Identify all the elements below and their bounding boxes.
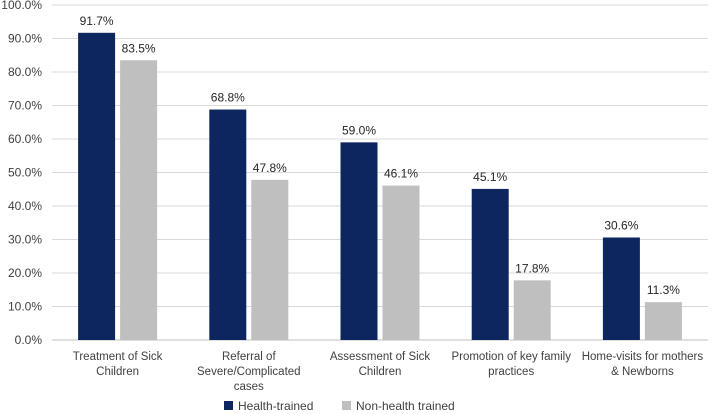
data-label-non-health-trained-4: 17.8% (515, 261, 549, 275)
bar-health-trained-4 (471, 188, 509, 340)
bar-health-trained-5 (602, 237, 640, 340)
y-tick-label: 0.0% (15, 333, 43, 347)
x-category-label: Treatment of Sick Children (73, 351, 163, 378)
y-tick-label: 70.0% (8, 99, 42, 113)
data-label-health-trained-5: 30.6% (604, 218, 638, 232)
y-tick-label: 60.0% (8, 132, 42, 146)
gridlines (52, 4, 708, 341)
y-axis-ticks: 0.0% 10.0% 20.0% 30.0% 40.0% 50.0% 60.0% 70.0% 8… (1, 0, 42, 347)
y-tick-label: 80.0% (8, 65, 42, 79)
x-category-label: Referral of Severe/Complicated cases (197, 351, 301, 393)
data-label-health-trained-2: 68.8% (211, 91, 245, 105)
data-label-health-trained-3: 59.0% (342, 123, 376, 137)
y-tick-label: 10.0% (8, 300, 42, 314)
y-tick-label: 50.0% (8, 166, 42, 180)
data-label-non-health-trained-3: 46.1% (384, 167, 418, 181)
data-label-health-trained-4: 45.1% (473, 170, 507, 184)
y-tick-label: 40.0% (8, 199, 42, 213)
bar-non-health-trained-5 (644, 302, 682, 340)
bar-non-health-trained-4 (513, 280, 551, 340)
legend-swatch-non-health-trained (342, 401, 351, 410)
bar-health-trained-1 (78, 32, 116, 341)
y-tick-label: 20.0% (8, 266, 42, 280)
y-tick-label: 30.0% (8, 233, 42, 247)
data-label-non-health-trained-5: 11.3% (647, 283, 680, 297)
bar-non-health-trained-1 (120, 60, 158, 341)
bars (78, 32, 682, 341)
legend-label-non-health-trained: Non-health trained (356, 399, 455, 413)
data-labels: 91.7% 83.5% 68.8% 47.8% 59.0% 46.1% 45.1% 17.8%… (80, 14, 681, 297)
bar-health-trained-3 (340, 142, 378, 340)
bar-non-health-trained-3 (382, 185, 420, 340)
x-category-label: Assessment of Sick Children (330, 351, 431, 378)
y-tick-label: 100.0% (1, 0, 42, 12)
bar-non-health-trained-2 (251, 179, 289, 340)
data-label-health-trained-1: 91.7% (80, 14, 114, 28)
data-label-non-health-trained-2: 47.8% (253, 161, 287, 175)
x-category-label: Promotion of key family practices (451, 351, 571, 378)
x-category-label: Home-visits for mothers & Newborns (582, 351, 704, 378)
legend: Health-trained Non-health trained (224, 399, 455, 413)
y-tick-label: 90.0% (8, 32, 42, 46)
x-axis-categories: Treatment of Sick Children Referral of Seve… (73, 351, 704, 393)
data-label-non-health-trained-1: 83.5% (122, 41, 156, 55)
legend-swatch-health-trained (224, 401, 233, 410)
legend-label-health-trained: Health-trained (238, 399, 313, 413)
bar-health-trained-2 (209, 109, 247, 341)
